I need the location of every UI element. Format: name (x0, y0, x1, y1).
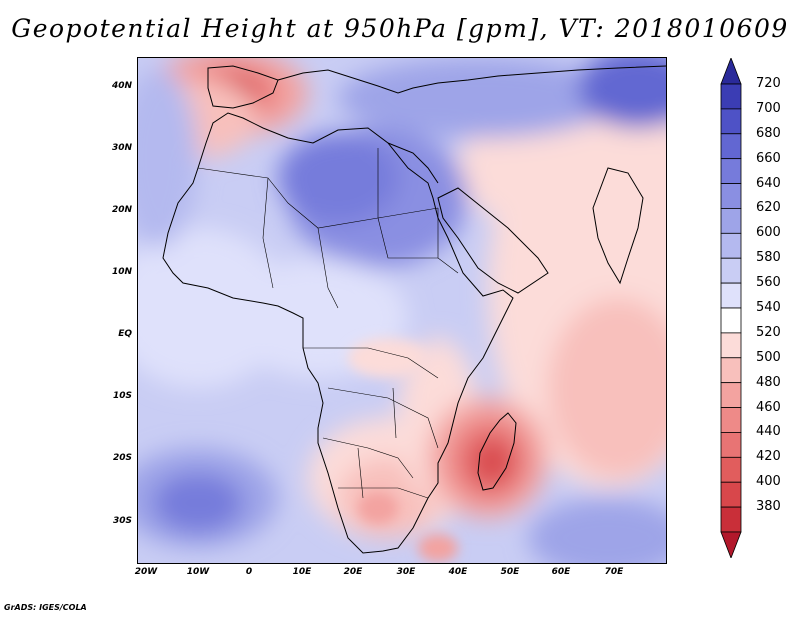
grads-credit: GrADS: IGES/COLA (4, 603, 87, 612)
colorbar-top-arrow (720, 58, 742, 85)
colorbar-level-label: 720 (756, 76, 781, 91)
coastlines (162, 65, 666, 554)
lat-tick-20n: 20N (111, 205, 132, 215)
lon-tick-30e: 30E (396, 567, 416, 577)
lat-tick-30n: 30N (111, 143, 132, 153)
colorbar-segment (720, 357, 742, 384)
colorbar-segment (720, 332, 742, 359)
colorbar-segment (720, 282, 742, 309)
colorbar-level-label: 560 (756, 275, 781, 291)
colorbar-level-label: 680 (756, 125, 781, 141)
lon-tick-50e: 50E (500, 567, 520, 577)
lat-tick-40n: 40N (111, 81, 132, 91)
colorbar-level-label: 400 (756, 474, 781, 490)
colorbar-segment (720, 183, 742, 209)
lon-tick-20w: 20W (134, 567, 158, 577)
lat-tick-10n: 10N (111, 267, 132, 277)
colorbar-level-label: 700 (756, 100, 781, 116)
colorbar-segment (720, 108, 742, 135)
colorbar-segment (720, 382, 742, 408)
colorbar-segment (720, 208, 742, 234)
colorbar-segment (720, 307, 742, 334)
colorbar-level-label: 460 (756, 399, 781, 415)
colorbar-segment (720, 133, 742, 160)
map-plot-area (137, 57, 667, 564)
map-title: Geopotential Height at 950hPa [gpm], VT:… (11, 14, 789, 43)
colorbar-segment (720, 432, 742, 458)
colorbar-bottom-arrow (720, 531, 742, 558)
colorbar-segment (720, 481, 742, 508)
geopotential-map (138, 58, 666, 563)
colorbar-level-label: 660 (756, 150, 781, 166)
colorbar-segment (720, 232, 742, 259)
field-contours (138, 58, 666, 563)
colorbar-segment (720, 456, 742, 483)
colorbar-level-label: 380 (756, 499, 781, 515)
lon-tick-40e: 40E (448, 567, 468, 577)
colorbar-level-label: 480 (756, 374, 781, 390)
lat-tick-10s: 10S (112, 391, 132, 401)
colorbar-segment (720, 407, 742, 433)
lon-tick-0: 0 (245, 567, 253, 577)
lat-tick-eq: EQ (118, 329, 132, 339)
lon-tick-70e: 70E (604, 567, 624, 577)
lat-tick-30s: 30S (112, 516, 132, 526)
colorbar-segment (720, 506, 742, 533)
country-borders (197, 148, 459, 499)
lon-tick-10w: 10W (186, 567, 210, 577)
colorbar-segment (720, 83, 742, 110)
colorbar-level-label: 600 (756, 225, 781, 241)
colorbar-level-label: 580 (756, 250, 781, 266)
lat-tick-20s: 20S (112, 453, 132, 463)
colorbar (720, 58, 742, 558)
colorbar-level-label: 420 (756, 449, 781, 465)
lon-tick-60e: 60E (551, 567, 571, 577)
colorbar-level-label: 620 (756, 200, 781, 216)
colorbar-level-label: 440 (756, 424, 781, 440)
colorbar-segment (720, 158, 742, 184)
colorbar-level-label: 540 (756, 300, 781, 315)
colorbar-level-label: 640 (756, 175, 781, 191)
colorbar-level-label: 500 (756, 349, 781, 365)
lon-tick-10e: 10E (292, 567, 312, 577)
colorbar-segment (720, 257, 742, 284)
lon-tick-20e: 20E (343, 567, 363, 577)
colorbar-level-label: 520 (756, 324, 781, 340)
